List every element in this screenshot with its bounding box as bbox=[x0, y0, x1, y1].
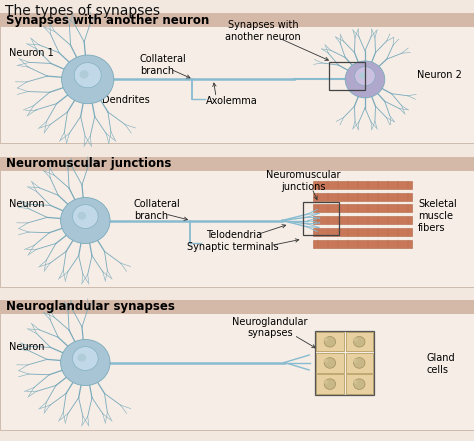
Text: Collateral
branch: Collateral branch bbox=[134, 199, 181, 220]
Circle shape bbox=[324, 336, 336, 347]
Text: Synapses with
another neuron: Synapses with another neuron bbox=[225, 20, 301, 41]
Text: Neuron 1: Neuron 1 bbox=[9, 48, 54, 58]
Bar bbox=[0, 13, 474, 143]
Bar bbox=[0, 157, 474, 287]
Bar bbox=[0, 300, 474, 314]
Circle shape bbox=[78, 212, 86, 220]
Circle shape bbox=[359, 72, 365, 79]
Bar bbox=[313, 240, 412, 248]
Circle shape bbox=[354, 358, 365, 368]
Text: Neuron: Neuron bbox=[9, 199, 45, 209]
Circle shape bbox=[78, 354, 86, 362]
Circle shape bbox=[345, 61, 385, 98]
Circle shape bbox=[324, 379, 336, 389]
Bar bbox=[346, 374, 373, 394]
Bar bbox=[313, 216, 412, 224]
Bar bbox=[346, 353, 373, 373]
Text: Collateral
branch: Collateral branch bbox=[140, 55, 187, 76]
Circle shape bbox=[80, 70, 89, 78]
Circle shape bbox=[73, 205, 98, 228]
Circle shape bbox=[61, 198, 110, 243]
Bar bbox=[329, 62, 365, 90]
Text: Telodendria: Telodendria bbox=[206, 230, 262, 239]
Bar bbox=[313, 193, 412, 201]
Bar bbox=[316, 353, 344, 373]
Text: Synapses with another neuron: Synapses with another neuron bbox=[6, 14, 209, 27]
Circle shape bbox=[353, 359, 358, 363]
Circle shape bbox=[353, 380, 358, 384]
Text: The types of synapses: The types of synapses bbox=[5, 4, 160, 18]
Circle shape bbox=[324, 337, 328, 342]
Text: Neuroglandular synapses: Neuroglandular synapses bbox=[6, 300, 174, 314]
Bar bbox=[0, 157, 474, 171]
Text: Neuroglandular
synapses: Neuroglandular synapses bbox=[232, 317, 308, 338]
Circle shape bbox=[324, 358, 336, 368]
Circle shape bbox=[324, 380, 328, 384]
Text: Skeletal
muscle
fibers: Skeletal muscle fibers bbox=[418, 199, 457, 233]
Circle shape bbox=[73, 347, 98, 370]
Circle shape bbox=[355, 67, 375, 86]
Bar bbox=[313, 205, 412, 213]
Text: Neuromuscular
junctions: Neuromuscular junctions bbox=[266, 170, 341, 191]
Text: Dendrites: Dendrites bbox=[102, 95, 150, 105]
Bar bbox=[0, 300, 474, 430]
Text: Neuron 2: Neuron 2 bbox=[417, 70, 462, 80]
Text: Axolemma: Axolemma bbox=[206, 96, 258, 105]
Circle shape bbox=[62, 55, 114, 104]
Bar bbox=[313, 181, 412, 189]
Bar bbox=[303, 202, 339, 235]
Text: Neuron: Neuron bbox=[9, 342, 45, 352]
Bar bbox=[316, 374, 344, 394]
Bar bbox=[315, 331, 374, 395]
Bar bbox=[346, 332, 373, 351]
Bar bbox=[0, 13, 474, 27]
Bar bbox=[313, 228, 412, 236]
Text: Synaptic terminals: Synaptic terminals bbox=[187, 242, 279, 252]
Circle shape bbox=[354, 336, 365, 347]
Text: Neuromuscular junctions: Neuromuscular junctions bbox=[6, 157, 171, 170]
Bar bbox=[316, 332, 344, 351]
Text: Gland
cells: Gland cells bbox=[427, 353, 455, 374]
Circle shape bbox=[61, 340, 110, 385]
Circle shape bbox=[354, 379, 365, 389]
Circle shape bbox=[74, 63, 101, 88]
Circle shape bbox=[353, 337, 358, 342]
Circle shape bbox=[324, 359, 328, 363]
